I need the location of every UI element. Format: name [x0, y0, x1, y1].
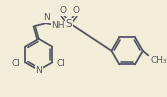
Text: NH: NH	[51, 21, 65, 30]
Text: Cl: Cl	[12, 59, 21, 68]
Text: CH₃: CH₃	[150, 56, 167, 65]
Text: N: N	[35, 66, 42, 75]
Text: O: O	[59, 6, 66, 15]
Text: Cl: Cl	[57, 59, 66, 68]
Text: N: N	[43, 13, 49, 22]
Text: S: S	[66, 19, 72, 29]
Text: O: O	[72, 6, 79, 15]
